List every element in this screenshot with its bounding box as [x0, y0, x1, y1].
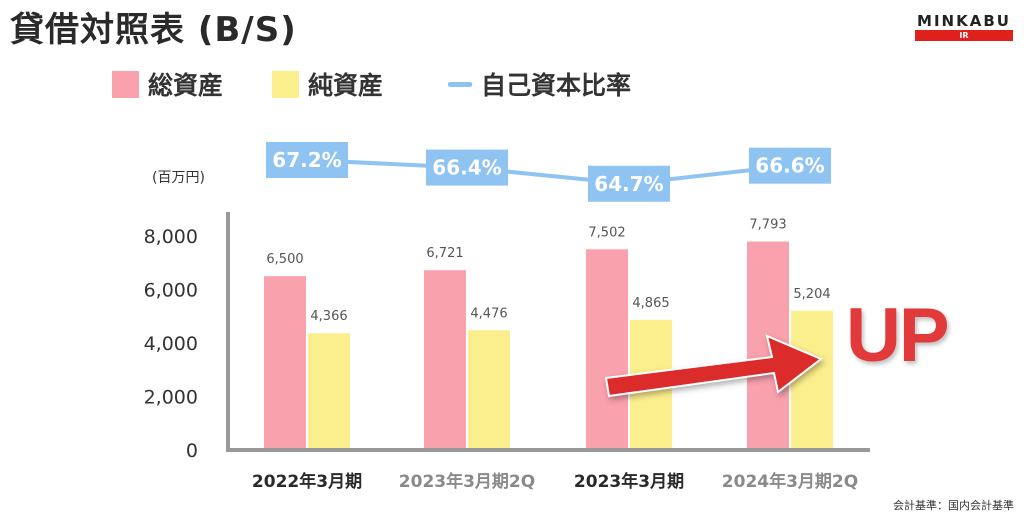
legend-item-total-assets: 総資産	[112, 66, 223, 102]
legend-label-net-assets: 純資産	[308, 71, 384, 100]
legend-item-equity-ratio: 自己資本比率	[448, 66, 631, 102]
bar-total-assets	[264, 276, 306, 448]
accounting-standard-note: 会計基準：国内会計基準	[893, 499, 1014, 512]
data-label-total-assets: 7,793	[749, 218, 786, 233]
data-label-total-assets: 7,502	[588, 225, 625, 240]
chart-grid: 0 2,000 4,000 6,000 8,000	[144, 212, 870, 462]
bar-net-assets	[308, 333, 350, 448]
y-tick-label: 0	[186, 440, 198, 462]
y-tick-label: 6,000	[144, 280, 198, 302]
data-label-net-assets: 4,476	[470, 306, 507, 321]
equity-ratio-marker	[426, 149, 508, 186]
minkabu-logo: MINKABU IR	[915, 12, 1013, 41]
legend-item-net-assets: 純資産	[272, 66, 383, 102]
data-label-net-assets: 4,865	[632, 296, 669, 311]
data-label-total-assets: 6,500	[266, 252, 303, 267]
equity-ratio-label: 67.2%	[272, 148, 341, 172]
y-tick-label: 8,000	[144, 226, 198, 248]
bar-total-assets	[424, 270, 466, 448]
equity-ratio-marker	[588, 165, 670, 202]
logo-text: MINKABU	[917, 12, 1011, 30]
data-label-total-assets: 6,721	[426, 246, 463, 261]
equity-ratio-line	[306, 158, 791, 186]
up-annotation: UP	[846, 293, 950, 378]
equity-ratio-marker	[266, 142, 348, 178]
legend-swatch-equity-ratio	[448, 81, 472, 87]
bar-net-assets	[468, 330, 510, 448]
x-tick-label: 2024年3月期2Q	[722, 471, 858, 492]
y-tick-label: 4,000	[144, 333, 198, 355]
legend-label-equity-ratio: 自己資本比率	[481, 71, 632, 100]
page-title: 貸借対照表 (B/S)	[10, 10, 297, 50]
x-tick-label: 2023年3月期	[574, 471, 684, 492]
up-arrow	[604, 334, 823, 398]
data-label-net-assets: 5,204	[793, 287, 830, 302]
data-label-net-assets: 4,366	[310, 309, 347, 324]
y-axis-unit-label: (百万円)	[152, 170, 205, 186]
equity-ratio-label: 64.7%	[594, 172, 663, 196]
bar-total-assets	[586, 249, 628, 448]
legend-swatch-total-assets	[112, 70, 139, 98]
legend-swatch-net-assets	[272, 70, 299, 98]
up-arrow-shape	[604, 334, 823, 398]
logo-subtext: IR	[915, 30, 1013, 41]
equity-ratio-marker	[749, 147, 831, 184]
x-tick-label: 2022年3月期	[252, 471, 362, 492]
equity-ratio-label: 66.4%	[432, 156, 501, 180]
x-tick-label: 2023年3月期2Q	[399, 471, 535, 492]
y-tick-label: 2,000	[144, 387, 198, 409]
ratio-line-group: 67.2% 66.4% 64.7% 66.6%	[266, 142, 831, 202]
bar-net-assets	[791, 310, 833, 448]
legend-label-total-assets: 総資産	[148, 71, 224, 100]
equity-ratio-label: 66.6%	[755, 154, 824, 178]
